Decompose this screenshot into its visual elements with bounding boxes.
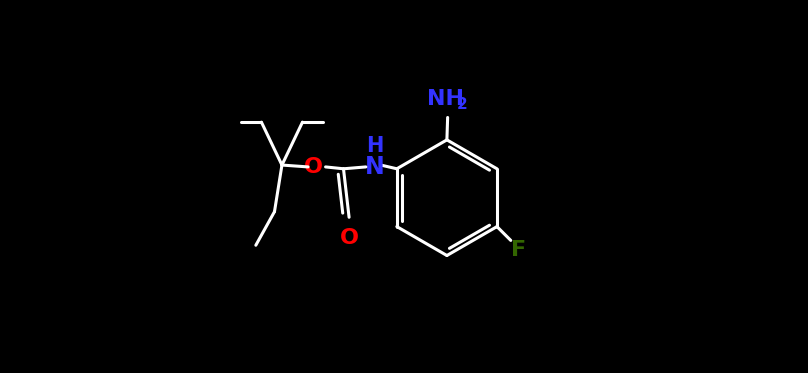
Text: F: F bbox=[511, 240, 526, 260]
Text: O: O bbox=[304, 157, 323, 177]
Text: H: H bbox=[366, 137, 383, 156]
Text: N: N bbox=[364, 155, 385, 179]
Text: 2: 2 bbox=[457, 97, 467, 112]
Text: O: O bbox=[339, 228, 359, 248]
Text: NH: NH bbox=[427, 89, 465, 109]
